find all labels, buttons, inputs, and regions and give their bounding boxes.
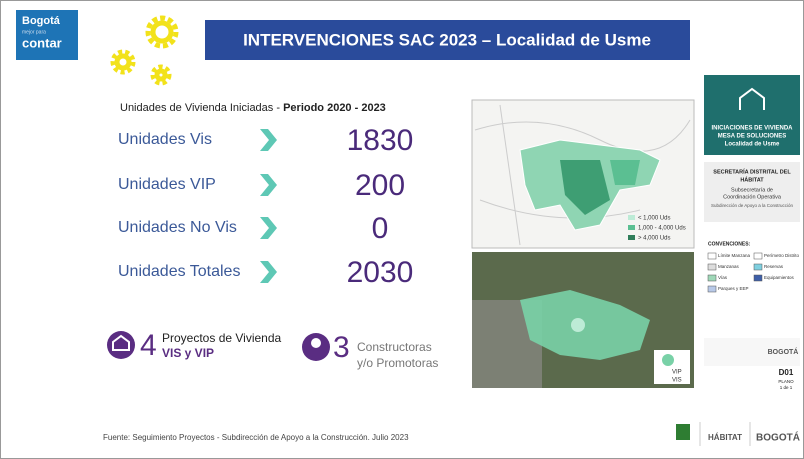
brand-text: BOGOTÁ — [756, 431, 800, 444]
brand-text: BOGOTÁ — [768, 347, 799, 356]
convention-label: Parques y EEP — [718, 286, 749, 291]
legend-swatch — [628, 235, 635, 240]
logo-text: mejor para — [22, 29, 46, 35]
stat-value: 0 — [372, 212, 389, 245]
legend-swatch — [628, 225, 635, 230]
stat-label: Unidades VIP — [118, 176, 216, 193]
logo-text: Bogotá — [22, 15, 61, 27]
convention-label: Vías — [718, 275, 728, 280]
plan-label: PLANO — [778, 379, 794, 384]
side-title: MESA DE SOLUCIONES — [718, 134, 786, 140]
stat-label: Unidades No Vis — [118, 219, 237, 236]
entity-text: HÁBITAT — [740, 176, 764, 183]
conventions-title: CONVENCIONES: — [708, 241, 751, 247]
projects-label: Proyectos de Vivienda — [162, 331, 282, 345]
convention-swatch — [754, 264, 762, 270]
projects-label: VIS y VIP — [162, 346, 214, 360]
convention-label: Equipamientos — [764, 275, 795, 280]
builders-label: Constructoras — [357, 340, 432, 354]
legend-label: < 1,000 Uds — [638, 216, 671, 222]
side-title: INICIACIONES DE VIVIENDA — [711, 126, 793, 132]
pie-icon — [662, 354, 674, 366]
brand-text: HÁBITAT — [708, 433, 742, 442]
page: { "logo": {"line1": "Bogotá", "line2": "… — [0, 0, 804, 459]
entity-text: Subdirección de Apoyo a la Construcción — [711, 203, 794, 208]
convention-label: Perímetro Distrito — [764, 253, 800, 258]
entity-text: Coordinación Operativa — [723, 194, 782, 200]
plan-sheet: 1 de 1 — [780, 385, 793, 390]
subtitle-period: Periodo 2020 - 2023 — [283, 102, 386, 114]
subtitle: Unidades de Vivienda Iniciadas - Periodo… — [120, 102, 386, 114]
legend-swatch — [628, 215, 635, 220]
plan-code: D01 — [779, 368, 794, 377]
shield — [676, 424, 690, 440]
entity-text: Subsecretaría de — [731, 187, 773, 193]
stat-label: Unidades Totales — [118, 263, 240, 280]
stat-label: Unidades Vis — [118, 131, 212, 148]
pie-legend-label: VIS — [672, 378, 682, 384]
legend-label: 1,000 - 4,000 Uds — [638, 226, 686, 232]
worker-icon — [311, 338, 321, 348]
slide: Bogotá mejor para contar INTERVENCIONES … — [0, 0, 804, 459]
convention-swatch — [708, 286, 716, 292]
pie-legend-label: VIP — [672, 370, 682, 376]
convention-swatch — [754, 275, 762, 281]
stat-value: 1830 — [347, 124, 414, 157]
stat-value: 2030 — [347, 256, 414, 289]
convention-swatch — [708, 264, 716, 270]
title: INTERVENCIONES SAC 2023 – Localidad de U… — [243, 30, 651, 49]
subtitle-text: Unidades de Vivienda Iniciadas - — [120, 102, 283, 114]
stat-value: 200 — [355, 169, 405, 202]
entity-text: SECRETARÍA DISTRITAL DEL — [713, 167, 791, 175]
convention-label: Manzanas — [718, 264, 740, 269]
projects-count: 4 — [140, 329, 157, 362]
side-title: Localidad de Usme — [725, 142, 780, 148]
footer: Fuente: Seguimiento Proyectos - Subdirec… — [103, 433, 409, 442]
convention-swatch — [754, 253, 762, 259]
builders-label: y/o Promotoras — [357, 356, 438, 370]
logo-text: contar — [22, 35, 62, 50]
map-area — [610, 160, 640, 185]
builders-count: 3 — [333, 331, 350, 364]
legend-label: > 4,000 Uds — [638, 236, 671, 242]
pie-marker — [571, 318, 585, 332]
convention-label: Reservas — [764, 264, 784, 269]
convention-swatch — [708, 275, 716, 281]
convention-label: Límite Manzana — [718, 253, 751, 258]
